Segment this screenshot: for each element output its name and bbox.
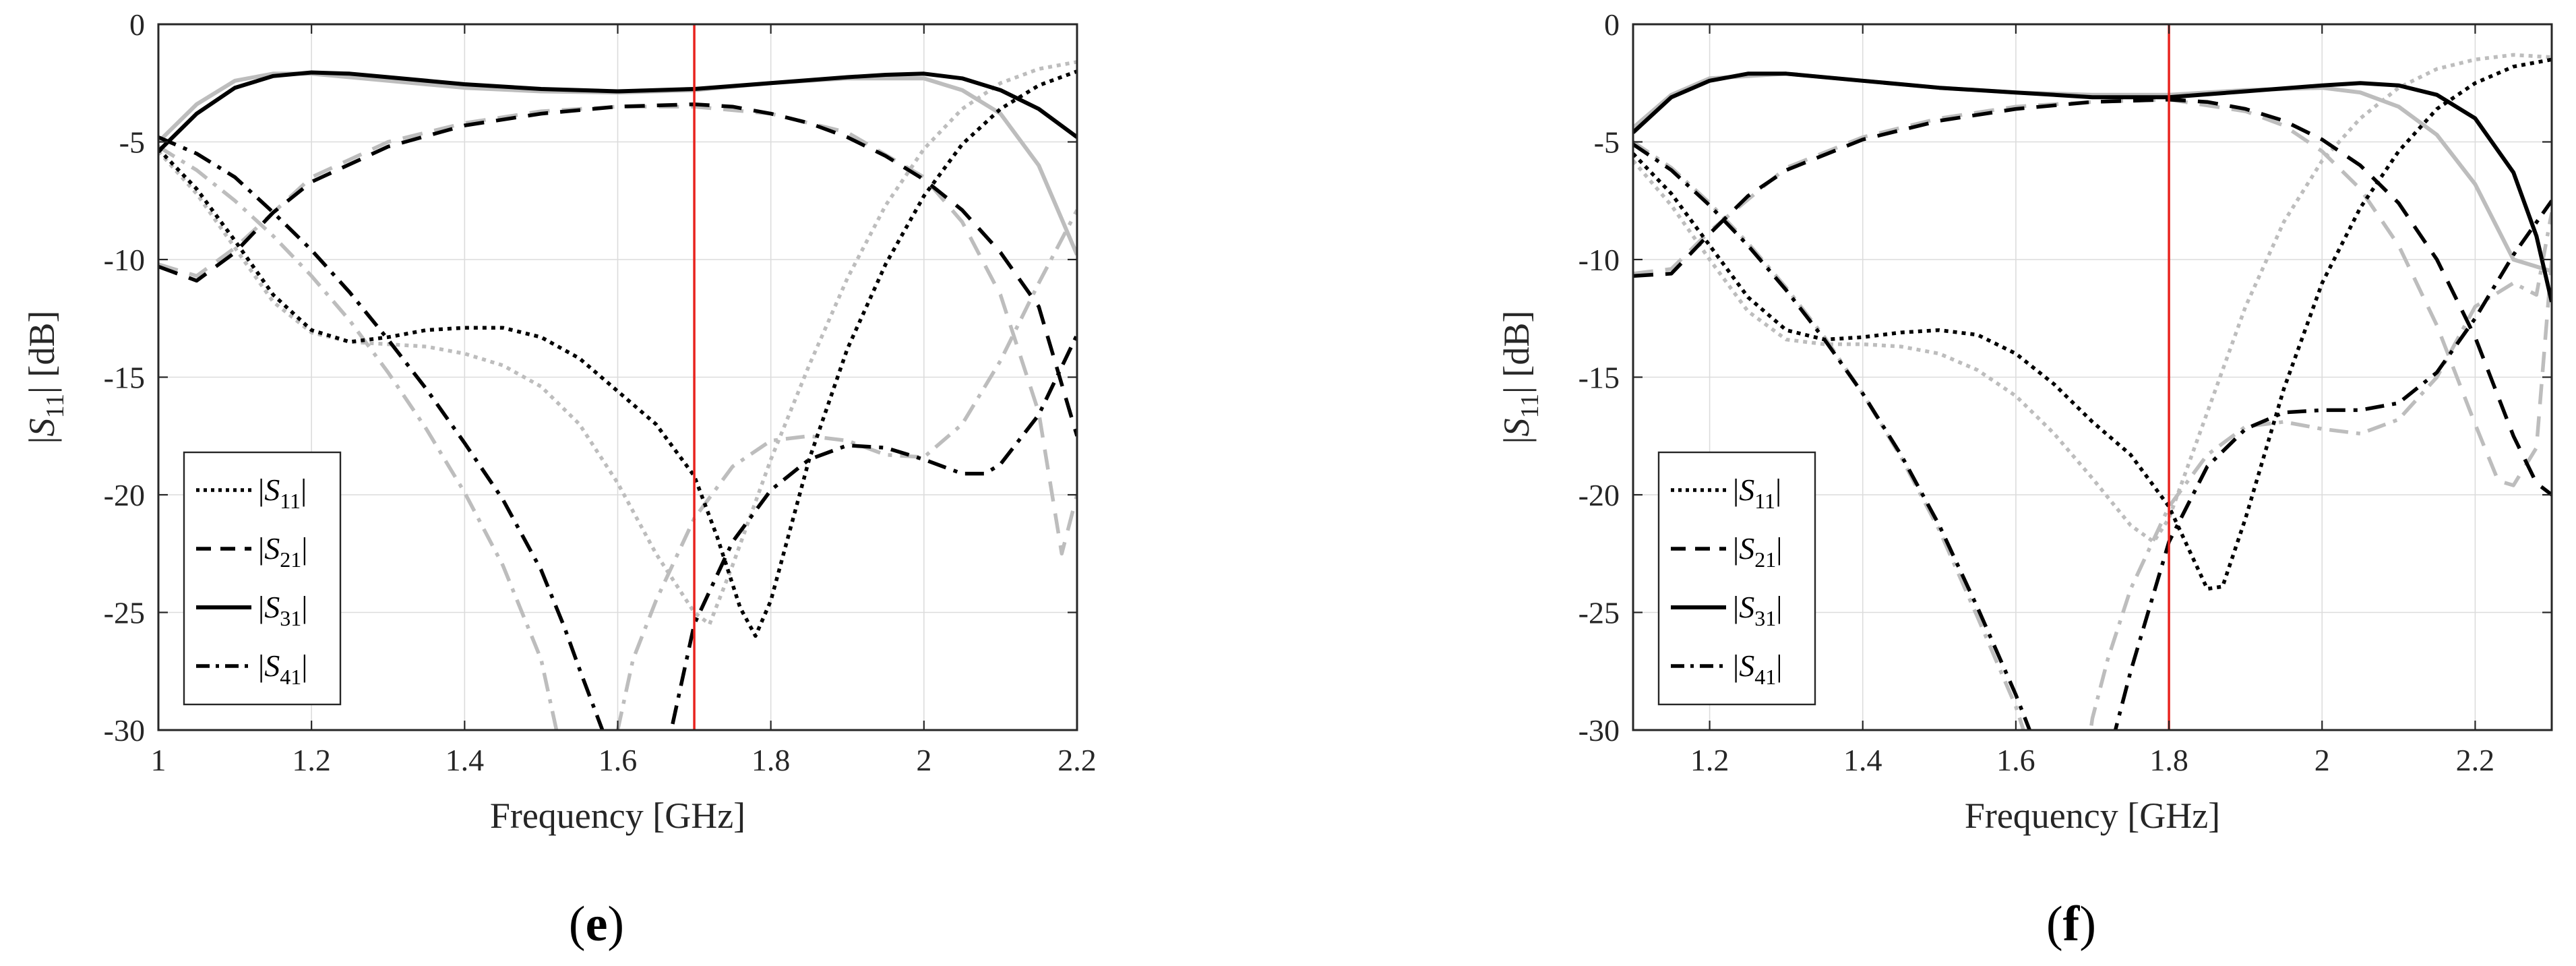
x-tick-label: 1.6 (1996, 743, 2035, 777)
panel-label: (e) (569, 897, 624, 952)
panel-e-chart: 1 1.2 1.4 1.6 1.8 2 2.2 0 -5 -10 -15 -20 -25 -30 Frequ… (22, 7, 1097, 952)
y-tick-label: -10 (1578, 243, 1620, 277)
legend: |S11| |S21| |S31| |S41| (183, 451, 342, 706)
series-line-2 (158, 70, 1077, 153)
x-axis-label: Frequency [GHz] (490, 795, 745, 836)
y-axis-label: |S11| [dB] (22, 311, 69, 444)
x-tick-label: 1.2 (1690, 743, 1729, 777)
y-tick-label: -20 (104, 478, 145, 512)
y-tick-label: 0 (1604, 7, 1620, 42)
legend-label: |S21| (1733, 531, 1782, 572)
x-tick-label: 1.2 (292, 743, 331, 777)
x-tick-label: 1.8 (752, 743, 791, 777)
legend-box (1657, 451, 1816, 706)
y-tick-label: 0 (129, 7, 145, 42)
y-axis-label: |S11| [dB] (1496, 311, 1544, 444)
y-tick-label: -5 (119, 125, 145, 160)
x-tick-label: 2 (2314, 743, 2330, 777)
series-line-7 (1633, 140, 2552, 730)
x-tick-label: 1.6 (599, 743, 638, 777)
y-tick-label: -15 (1578, 361, 1620, 395)
x-tick-label: 2.2 (2456, 743, 2495, 777)
y-tick-label: -30 (104, 713, 145, 748)
series-line-4 (158, 60, 1077, 626)
y-tick-label: -20 (1578, 478, 1620, 512)
panel-label: (f) (2046, 897, 2096, 952)
plot-area (158, 60, 1077, 730)
legend-label: |S21| (258, 531, 307, 572)
x-tick-label: 1 (151, 743, 166, 777)
legend-label: |S11| (1733, 473, 1781, 513)
y-tick-label: -10 (104, 243, 145, 277)
legend-label: |S31| (1733, 590, 1782, 630)
x-tick-label: 1.4 (1843, 743, 1882, 777)
series-line-0 (158, 69, 1077, 638)
plot-area (1633, 53, 2552, 730)
series-line-0 (1633, 57, 2552, 591)
series-line-6 (1633, 71, 2552, 274)
series-line-3 (158, 135, 1077, 730)
y-tick-label: -30 (1578, 713, 1620, 748)
legend-label: |S41| (258, 648, 307, 689)
legend: |S11| |S21| |S31| |S41| (1657, 451, 1816, 706)
series-line-5 (1633, 97, 2552, 487)
series-line-1 (1633, 97, 2552, 497)
x-axis-label: Frequency [GHz] (1965, 795, 2220, 836)
y-tick-label: -5 (1594, 125, 1620, 160)
y-tick-label: -25 (1578, 596, 1620, 630)
panel-f-chart: 1.2 1.4 1.6 1.8 2 2.2 0 -5 -10 -15 -20 -25 -30 Freque… (1496, 7, 2553, 952)
legend-label: |S11| (258, 473, 307, 513)
series-line-7 (158, 145, 1077, 730)
x-tick-label: 2 (916, 743, 931, 777)
legend-label: |S31| (258, 590, 307, 630)
legend-label: |S41| (1733, 648, 1782, 689)
x-tick-label: 1.8 (2149, 743, 2188, 777)
y-tick-label: -25 (104, 596, 145, 630)
x-tick-label: 1.4 (446, 743, 485, 777)
legend-box (183, 451, 342, 706)
x-tick-label: 2.2 (1057, 743, 1097, 777)
y-tick-label: -15 (104, 361, 145, 395)
